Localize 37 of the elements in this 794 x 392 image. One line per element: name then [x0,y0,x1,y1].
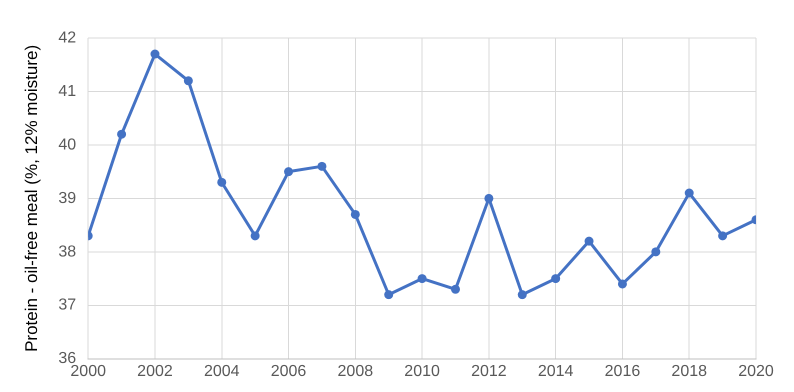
point [317,162,326,171]
x-tick-label: 2000 [70,362,106,380]
point [184,76,193,86]
point [418,274,427,284]
x-tick-label: 2002 [137,362,173,380]
x-tick-label: 2012 [471,362,507,380]
y-tick-label: 41 [58,82,76,100]
x-tick-label: 2008 [338,362,374,380]
y-tick-label: 37 [58,296,76,314]
y-tick-label: 40 [58,136,76,154]
point [117,130,126,139]
x-tick-label: 2018 [671,362,708,380]
point [618,279,627,288]
x-tick-label: 2004 [204,362,240,380]
point [350,210,360,219]
point [150,50,160,59]
y-axis-title: Protein - oil-free meal (%, 12% moisture) [22,44,41,352]
x-tick-label: 2014 [538,362,574,380]
point [518,290,527,300]
point [284,167,294,176]
point [551,274,560,284]
y-tick-label: 38 [58,243,76,260]
x-tick-label: 2020 [738,362,774,380]
y-tick-label: 39 [58,190,76,207]
point [217,178,226,187]
x-tick-label: 2016 [604,362,640,380]
point [584,236,594,246]
point [718,231,728,240]
point [484,194,494,203]
x-tick-label: 2010 [404,362,440,380]
x-tick-label: 2006 [270,362,306,380]
y-tick-label: 42 [58,29,76,46]
point [684,188,694,198]
point [250,231,260,240]
point [450,284,460,294]
point [384,290,394,300]
point [651,247,660,256]
